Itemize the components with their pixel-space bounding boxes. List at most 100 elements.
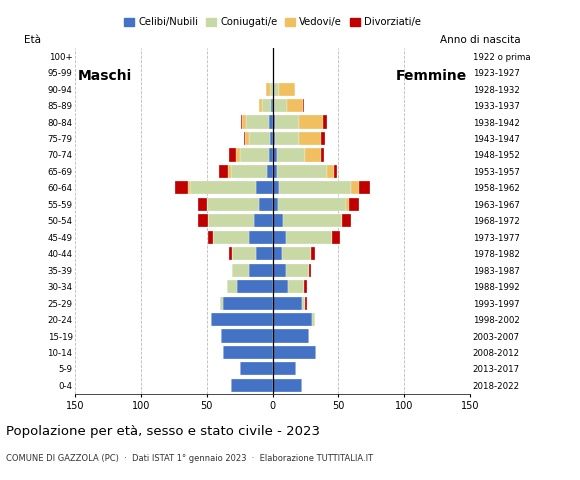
Bar — [228, 165, 230, 178]
Bar — [245, 132, 249, 145]
Bar — [208, 231, 213, 244]
Bar — [273, 362, 296, 375]
Bar — [249, 231, 273, 244]
Bar — [273, 280, 288, 293]
Bar — [269, 116, 273, 129]
Bar — [270, 83, 273, 96]
Bar — [273, 264, 286, 277]
Bar — [312, 313, 315, 326]
Bar — [321, 148, 324, 162]
Text: Età: Età — [24, 35, 41, 45]
Bar — [223, 297, 273, 310]
Bar — [306, 297, 307, 310]
Bar — [335, 165, 337, 178]
Bar — [249, 132, 270, 145]
Text: Popolazione per età, sesso e stato civile - 2023: Popolazione per età, sesso e stato civil… — [6, 425, 320, 438]
Bar — [227, 280, 237, 293]
Bar — [271, 99, 273, 112]
Bar — [240, 362, 273, 375]
Bar — [267, 165, 273, 178]
Bar — [273, 346, 316, 359]
Bar — [240, 148, 269, 162]
Bar — [219, 165, 228, 178]
Bar — [220, 297, 223, 310]
Bar — [346, 198, 349, 211]
Bar — [351, 181, 360, 194]
Bar — [279, 181, 351, 194]
Bar — [262, 99, 271, 112]
Bar — [270, 132, 273, 145]
Bar — [230, 165, 267, 178]
Bar — [207, 198, 259, 211]
Bar — [246, 116, 269, 129]
Bar — [232, 247, 256, 260]
Bar — [273, 231, 286, 244]
Bar — [306, 148, 321, 162]
Bar — [237, 280, 273, 293]
Bar — [282, 247, 311, 260]
Bar — [349, 198, 360, 211]
Bar — [311, 247, 315, 260]
Bar — [286, 264, 309, 277]
Bar — [299, 116, 322, 129]
Bar — [188, 181, 190, 194]
Text: Maschi: Maschi — [78, 70, 132, 84]
Bar — [283, 214, 342, 228]
Bar — [278, 198, 346, 211]
Bar — [302, 297, 306, 310]
Text: COMUNE DI GAZZOLA (PC)  ·  Dati ISTAT 1° gennaio 2023  ·  Elaborazione TUTTITALI: COMUNE DI GAZZOLA (PC) · Dati ISTAT 1° g… — [6, 454, 373, 463]
Bar — [259, 99, 262, 112]
Bar — [211, 313, 273, 326]
Bar — [279, 83, 295, 96]
Bar — [321, 132, 325, 145]
Bar — [273, 181, 279, 194]
Bar — [190, 181, 256, 194]
Bar — [175, 181, 188, 194]
Bar — [273, 49, 274, 63]
Bar — [273, 214, 283, 228]
Bar — [304, 280, 307, 293]
Bar — [332, 231, 340, 244]
Bar — [277, 148, 306, 162]
Bar — [269, 148, 273, 162]
Bar — [242, 116, 246, 129]
Bar — [273, 99, 274, 112]
Bar — [303, 99, 304, 112]
Bar — [309, 264, 311, 277]
Bar — [259, 198, 273, 211]
Bar — [322, 116, 327, 129]
Bar — [273, 247, 282, 260]
Bar — [236, 148, 240, 162]
Bar — [273, 297, 302, 310]
Bar — [360, 181, 370, 194]
Bar — [273, 329, 309, 343]
Text: Anno di nascita: Anno di nascita — [440, 35, 521, 45]
Bar — [342, 214, 351, 228]
Text: Femmine: Femmine — [396, 70, 467, 84]
Bar — [273, 198, 278, 211]
Bar — [198, 214, 208, 228]
Bar — [241, 116, 242, 129]
Bar — [254, 214, 273, 228]
Bar — [273, 116, 275, 129]
Bar — [230, 379, 273, 392]
Bar — [327, 165, 335, 178]
Bar — [273, 165, 277, 178]
Bar — [276, 116, 299, 129]
Bar — [222, 329, 273, 343]
Bar — [276, 132, 299, 145]
Bar — [273, 148, 277, 162]
Bar — [273, 379, 302, 392]
Bar — [232, 264, 249, 277]
Bar — [273, 313, 312, 326]
Bar — [213, 231, 249, 244]
Bar — [288, 280, 304, 293]
Bar — [287, 99, 303, 112]
Bar — [229, 148, 236, 162]
Bar — [256, 247, 273, 260]
Bar — [273, 83, 279, 96]
Bar — [273, 132, 275, 145]
Bar — [299, 132, 321, 145]
Bar — [256, 181, 273, 194]
Bar — [208, 214, 254, 228]
